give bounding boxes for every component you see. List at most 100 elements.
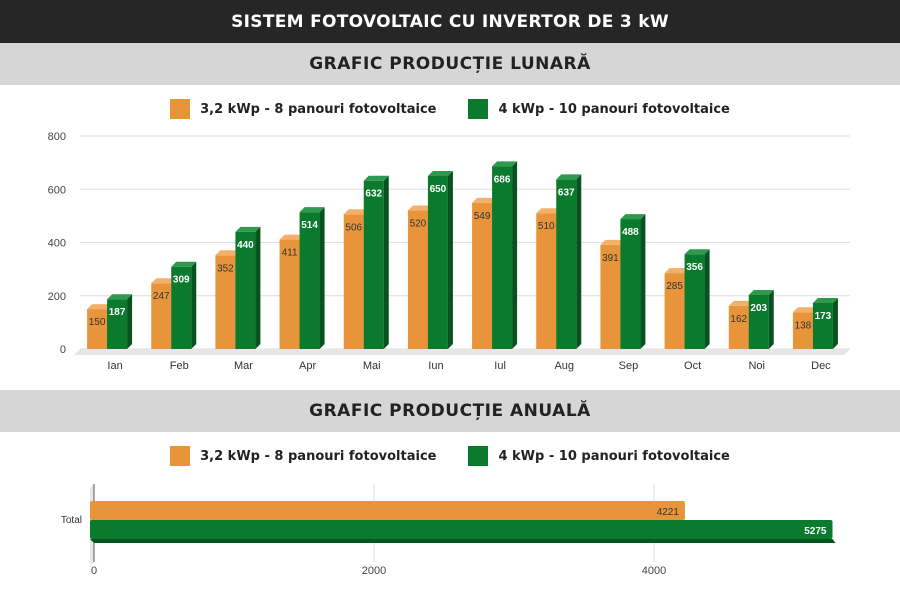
bar-top (299, 207, 325, 213)
monthly-legend: 3,2 kWp - 8 panouri fotovoltaice 4 kWp -… (0, 99, 900, 119)
bar (299, 212, 320, 349)
bar-top (151, 278, 177, 284)
x-tick-label: Iun (428, 360, 443, 372)
y-tick-label: 0 (60, 344, 66, 356)
legend-label: 3,2 kWp - 8 panouri fotovoltaice (200, 101, 437, 117)
bar-top (792, 307, 818, 313)
data-label: 520 (410, 219, 427, 230)
bar (171, 266, 192, 349)
bar-top (107, 294, 133, 300)
x-tick-label: Feb (170, 360, 189, 372)
data-label: 510 (538, 221, 555, 232)
bar (812, 302, 833, 349)
bar-top (620, 214, 646, 220)
x-tick-label: 0 (91, 565, 97, 577)
bar-top (748, 289, 774, 295)
bar-top (235, 226, 261, 232)
data-label: 173 (815, 311, 832, 322)
x-tick-label: 4000 (642, 565, 666, 577)
bar (107, 299, 128, 349)
y-tick-label: 800 (48, 131, 66, 143)
y-tick-label: Total (61, 515, 82, 526)
x-tick-label: Aug (554, 360, 574, 372)
x-tick-label: Mai (363, 360, 381, 372)
bar (620, 219, 641, 349)
legend-label: 4 kWp - 10 panouri fotovoltaice (498, 101, 730, 117)
annual-legend: 3,2 kWp - 8 panouri fotovoltaice 4 kWp -… (0, 446, 900, 466)
bar (792, 312, 813, 349)
bar-top (171, 261, 197, 267)
bar (472, 202, 493, 349)
bar-side (768, 289, 774, 349)
bar-side (383, 175, 389, 349)
bar-top (728, 300, 754, 306)
bar (343, 214, 364, 349)
bar (728, 305, 749, 349)
bar (536, 213, 557, 349)
data-label: 356 (686, 262, 703, 273)
x-tick-label: Ian (107, 360, 122, 372)
data-label: 150 (89, 317, 106, 328)
legend-item-series-1: 3,2 kWp - 8 panouri fotovoltaice (170, 99, 436, 119)
chart-floor (74, 349, 850, 355)
bar (235, 231, 256, 349)
bar-top (492, 161, 518, 167)
data-label: 4221 (657, 507, 680, 518)
bar-top (363, 175, 389, 181)
x-tick-label: 2000 (362, 565, 386, 577)
bar (600, 244, 621, 349)
bar-side (704, 249, 710, 349)
data-label: 162 (730, 314, 747, 325)
bar-top (407, 205, 433, 211)
bar (90, 520, 833, 539)
bar (684, 254, 705, 349)
data-label: 632 (365, 189, 382, 200)
x-tick-label: Iul (494, 360, 506, 372)
data-label: 285 (666, 281, 683, 292)
x-tick-label: Apr (299, 360, 316, 372)
legend-item-series-1: 3,2 kWp - 8 panouri fotovoltaice (170, 446, 436, 466)
bar-top (556, 174, 582, 180)
annual-chart: 0 2000 4000 Total 4221 5275 (61, 484, 836, 577)
data-label: 488 (622, 227, 639, 238)
legend-item-series-2: 4 kWp - 10 panouri fotovoltaice (468, 99, 730, 119)
bar-side (191, 261, 197, 349)
bar (664, 273, 685, 349)
data-label: 5275 (804, 526, 827, 537)
legend-label: 4 kWp - 10 panouri fotovoltaice (498, 448, 730, 464)
x-tick-label: Dec (811, 360, 831, 372)
bar-side (640, 214, 646, 349)
bar-side (832, 297, 838, 349)
y-tick-label: 600 (48, 184, 66, 196)
data-label: 352 (217, 263, 234, 274)
data-label: 506 (345, 222, 362, 233)
y-tick-label: 400 (48, 238, 66, 250)
bar-top (684, 249, 710, 255)
x-tick-label: Sep (619, 360, 639, 372)
legend-item-series-2: 4 kWp - 10 panouri fotovoltaice (468, 446, 730, 466)
bar-top (472, 197, 498, 203)
x-tick-label: Oct (684, 360, 701, 372)
bar-top (343, 209, 369, 215)
monthly-chart-title: GRAFIC PRODUCȚIE LUNARĂ (0, 43, 900, 85)
data-label: 309 (173, 275, 190, 286)
bar (556, 179, 577, 349)
bar-side (90, 539, 836, 543)
bar-top (279, 234, 305, 240)
legend-swatch-orange (170, 446, 191, 466)
bar-side (255, 226, 261, 349)
bar-side (576, 174, 582, 349)
bar-side (319, 207, 325, 349)
data-label: 411 (282, 248, 298, 259)
data-label: 391 (602, 253, 619, 264)
bar (363, 180, 384, 349)
data-label: 138 (795, 320, 812, 331)
bar-top (536, 208, 562, 214)
y-tick-label: 200 (48, 291, 66, 303)
bar-top (215, 250, 241, 256)
data-label: 203 (750, 303, 767, 314)
legend-label: 3,2 kWp - 8 panouri fotovoltaice (200, 448, 437, 464)
bar (279, 239, 300, 349)
legend-swatch-orange (170, 99, 191, 119)
